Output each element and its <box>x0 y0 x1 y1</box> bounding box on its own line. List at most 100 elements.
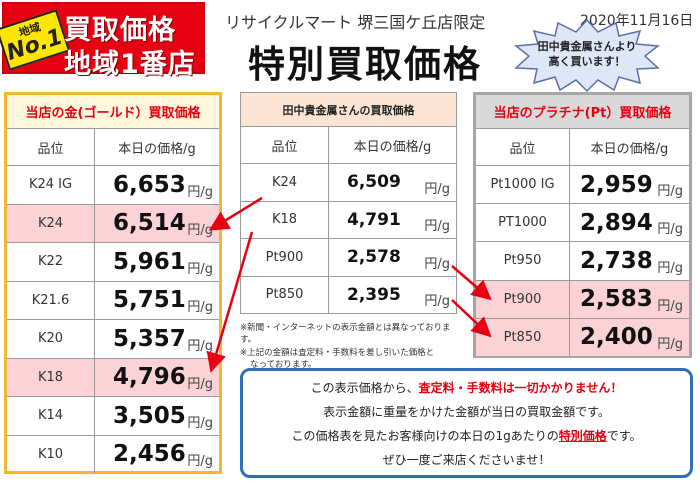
table-row: Pt850 2,395 円/g <box>241 275 456 314</box>
table-row: K24 6,509 円/g <box>241 163 456 201</box>
price-unit: 円/g <box>187 377 213 392</box>
info-line3-b: 特別価格 <box>558 429 607 443</box>
price-cell: 4,796 円/g <box>95 359 219 397</box>
gold-price-table: 当店の金(ゴールド）買取価格 品位 本日の価格/g K24 IG 6,653 円/g… <box>4 92 222 474</box>
price-value: 3,505 <box>113 402 186 429</box>
price-cell: 2,959 円/g <box>570 166 689 203</box>
table-row: K18 4,796 円/g <box>7 357 219 397</box>
price-unit: 円/g <box>187 454 213 469</box>
shop-name: リサイクルマート 堺三国ケ丘店限定 <box>225 13 486 32</box>
table-row: K20 5,357 円/g <box>7 319 219 358</box>
table-row: K24 IG 6,653 円/g <box>7 165 219 204</box>
price-cell: 4,791 円/g <box>329 202 456 239</box>
grade-cell: Pt900 <box>241 239 329 276</box>
info-line3-a: この価格表を見たお客様向けの本日の1gあたりの <box>291 429 559 443</box>
price-unit: 円/g <box>657 184 683 200</box>
table-row: K21.6 5,751 円/g <box>7 280 219 319</box>
price-cell: 6,653 円/g <box>95 166 219 204</box>
price-cell: 3,505 円/g <box>95 397 219 435</box>
grade-cell: K18 <box>241 201 329 238</box>
grade-cell: Pt1000 IG <box>476 166 570 204</box>
price-unit: 円/g <box>657 260 683 276</box>
grade-cell: K24 <box>241 164 329 201</box>
price-value: 2,395 <box>347 284 401 305</box>
price-value: 5,357 <box>113 325 186 352</box>
grade-cell: Pt850 <box>476 318 570 356</box>
price-cell: 2,738 円/g <box>570 242 689 279</box>
table-row: Pt950 2,738 円/g <box>476 241 689 280</box>
grade-cell: K24 IG <box>7 166 95 204</box>
grade-cell: K21.6 <box>7 281 95 319</box>
price-cell: 5,357 円/g <box>95 320 219 358</box>
info-line1-a: この表示価格から、 <box>310 381 419 395</box>
table-row: PT1000 2,894 円/g <box>476 203 689 242</box>
price-value: 6,509 <box>347 172 401 193</box>
price-cell: 2,400 円/g <box>570 319 689 356</box>
page-title: 特別買取価格 <box>248 43 482 86</box>
info-line1: この表示価格から、査定料・手数料は一切かかりません！ <box>243 379 690 396</box>
price-unit: 円/g <box>424 219 450 234</box>
price-value: 5,751 <box>113 287 186 314</box>
table-row: Pt1000 IG 2,959 円/g <box>476 165 689 204</box>
price-value: 2,583 <box>580 286 653 313</box>
info-line3: この価格表を見たお客様向けの本日の1gあたりの特別価格です。 <box>243 427 690 444</box>
price-cell: 2,583 円/g <box>570 281 689 318</box>
price-date: 2020年11月16日 <box>580 13 694 29</box>
price-unit: 円/g <box>187 223 213 238</box>
table-row: K18 4,791 円/g <box>241 200 456 239</box>
info-line2: 表示金額に重量をかけた金額が当日の買取金額です。 <box>323 405 610 419</box>
platinum-table-heading: 当店のプラチナ(Pt）買取価格 <box>476 95 689 129</box>
table-row: K14 3,505 円/g <box>7 396 219 435</box>
grade-cell: K14 <box>7 397 95 435</box>
note-line1: ※新聞・インターネットの表示金額とは異なっております。 <box>240 323 451 346</box>
price-value: 4,796 <box>113 364 186 391</box>
grade-cell: Pt900 <box>476 280 570 318</box>
tanaka-table-heading: 田中貴金属さんの買取価格 <box>241 93 456 127</box>
badge-line1: 買取価格 <box>64 15 176 46</box>
table-row: K24 6,514 円/g <box>7 203 219 243</box>
gold-table-heading: 当店の金(ゴールド）買取価格 <box>7 95 219 129</box>
price-unit: 円/g <box>424 181 450 197</box>
price-value: 2,456 <box>113 441 186 468</box>
price-cell: 2,578 円/g <box>329 239 456 276</box>
price-unit: 円/g <box>657 336 683 352</box>
info-line4: ぜひ一度ご来店くださいませ！ <box>382 453 551 467</box>
price-value: 2,578 <box>347 247 401 268</box>
platinum-price-table: 当店のプラチナ(Pt）買取価格 品位 本日の価格/g Pt1000 IG 2,95… <box>473 92 692 358</box>
table-row: K10 2,456 円/g <box>7 434 219 473</box>
badge-line2: 地域1番店 <box>64 49 196 80</box>
price-unit: 円/g <box>657 298 683 314</box>
price-unit: 円/g <box>187 261 213 277</box>
starburst-shape <box>514 18 660 93</box>
tanaka-col-price: 本日の価格/g <box>353 139 432 155</box>
price-unit: 円/g <box>187 184 213 200</box>
ranking-badge: 地域 No.1 買取価格 地域1番店 <box>0 2 205 80</box>
grade-cell: K24 <box>7 204 95 242</box>
price-unit: 円/g <box>424 294 450 309</box>
table-row: Pt900 2,578 円/g <box>241 238 456 276</box>
grade-cell: PT1000 <box>476 204 570 242</box>
tanaka-col-grade: 品位 <box>241 127 329 163</box>
grade-cell: K10 <box>7 435 95 473</box>
burst-line1: 田中貴金属さんより <box>537 40 637 53</box>
grade-cell: K22 <box>7 243 95 281</box>
price-value: 6,514 <box>113 210 186 237</box>
price-cell: 2,395 円/g <box>329 277 456 314</box>
price-cell: 6,514 円/g <box>95 205 219 243</box>
burst-line2: 高く買います！ <box>548 54 626 68</box>
price-notes: ※新聞・インターネットの表示金額とは異なっております。 ※上記の金額は査定料・手… <box>240 322 460 371</box>
tanaka-price-table: 田中貴金属さんの買取価格 品位 本日の価格/g K24 6,509 円/g K18 4,… <box>240 92 457 314</box>
price-value: 2,738 <box>580 247 653 274</box>
price-unit: 円/g <box>187 338 213 354</box>
note-line3: なっております。 <box>250 359 317 370</box>
platinum-col-price: 本日の価格/g <box>590 141 669 157</box>
no1-emblem: 地域 No.1 <box>0 9 71 71</box>
price-value: 2,400 <box>580 324 653 351</box>
price-unit: 円/g <box>187 300 213 315</box>
promo-starburst: 田中貴金属さんより 高く買います！ <box>512 18 662 93</box>
price-value: 6,653 <box>113 171 186 198</box>
gold-col-price: 本日の価格/g <box>118 141 196 157</box>
grade-cell: Pt850 <box>241 276 329 313</box>
price-unit: 円/g <box>657 222 683 238</box>
gold-col-grade: 品位 <box>7 129 95 165</box>
